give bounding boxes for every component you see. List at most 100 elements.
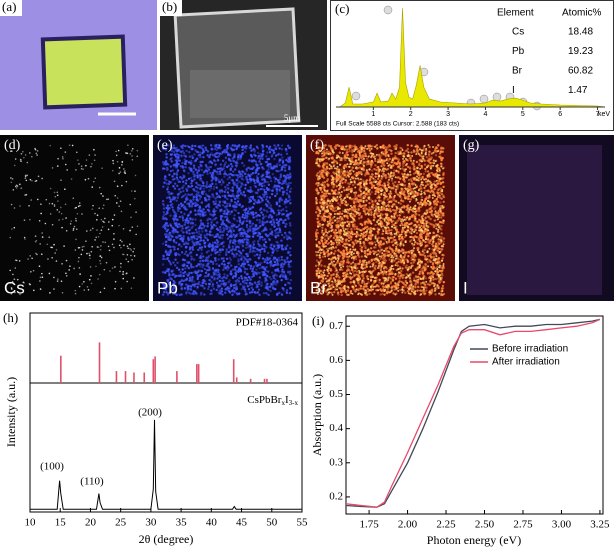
map-dot [188,279,191,282]
map-dot [328,236,331,239]
map-dot [216,206,219,210]
map-dot [261,157,264,161]
map-dot [169,249,172,252]
map-dot [122,253,124,256]
map-dot [286,237,289,241]
map-dot [381,213,384,216]
map-dot [222,222,226,226]
map-dot [244,214,247,217]
map-dot [211,262,215,266]
map-dot [194,223,197,227]
map-dot [315,211,318,214]
map-dot [176,230,179,234]
map-dot [348,220,351,224]
map-dot [180,293,183,296]
map-dot [392,243,395,247]
map-dot [165,224,168,227]
map-dot [195,202,198,205]
map-dot [61,262,63,265]
map-dot [441,181,445,184]
map-dot [210,249,214,252]
map-dot [241,255,244,258]
map-dot [281,221,285,225]
map-dot [267,215,271,218]
map-dot [230,235,233,238]
map-dot [197,236,200,239]
map-dot [263,227,267,230]
map-dot [419,282,423,285]
map-dot [65,259,68,262]
map-dot [270,189,274,192]
map-dot [418,176,421,179]
map-dot [412,261,415,264]
map-dot [258,253,262,257]
map-dot [131,158,134,161]
map-dot [370,163,373,167]
map-dot [288,231,291,234]
map-dot [221,221,224,224]
map-dot [90,282,93,285]
map-dot [256,151,260,155]
map-dot [284,147,288,151]
map-dot [200,222,203,225]
map-dot [243,216,246,220]
map-dot [392,292,395,295]
map-dot [280,182,284,186]
map-dot [415,275,418,279]
map-dot [321,190,324,194]
map-dot [196,171,199,174]
map-dot [95,236,98,239]
map-dot [185,231,189,235]
map-dot [351,145,354,148]
map-dot [200,168,204,172]
map-dot [220,230,224,234]
map-dot [231,144,234,147]
map-dot [177,223,181,226]
map-dot [178,253,181,257]
map-dot [327,272,331,275]
map-dot [282,219,285,223]
map-dot [130,216,132,219]
map-dot [180,211,183,214]
map-dot [283,166,287,169]
map-dot [209,187,213,190]
map-dot [261,247,264,251]
map-dot [53,276,55,279]
map-dot [206,274,210,278]
map-dot [252,216,255,219]
map-dot [373,216,376,219]
map-dot [89,266,92,268]
map-dot [430,164,433,167]
map-dot [190,221,193,224]
map-dot [277,256,281,260]
map-dot [116,185,119,188]
map-dot [432,257,436,260]
map-dot [115,154,118,157]
map-dot [198,246,202,250]
map-dot [168,231,172,235]
map-dot [177,274,180,277]
map-dot [383,280,386,284]
map-dot [251,267,255,271]
map-dot [257,199,260,202]
map-dot [432,255,436,258]
map-dot [323,152,326,155]
map-dot [196,287,199,290]
map-dot [16,278,19,281]
map-dot [123,171,126,174]
map-dot [69,223,72,225]
map-dot [252,270,255,273]
map-dot [254,211,258,215]
map-dot [341,244,345,247]
map-dot [74,289,77,292]
map-dot [272,249,276,252]
map-dot [206,194,209,198]
map-dot [170,160,173,163]
map-dot [195,195,198,199]
map-dot [354,239,357,242]
map-dot [341,289,345,293]
map-dot [129,229,131,232]
map-dot [191,147,194,151]
map-dot [241,152,244,155]
map-dot [213,169,216,173]
